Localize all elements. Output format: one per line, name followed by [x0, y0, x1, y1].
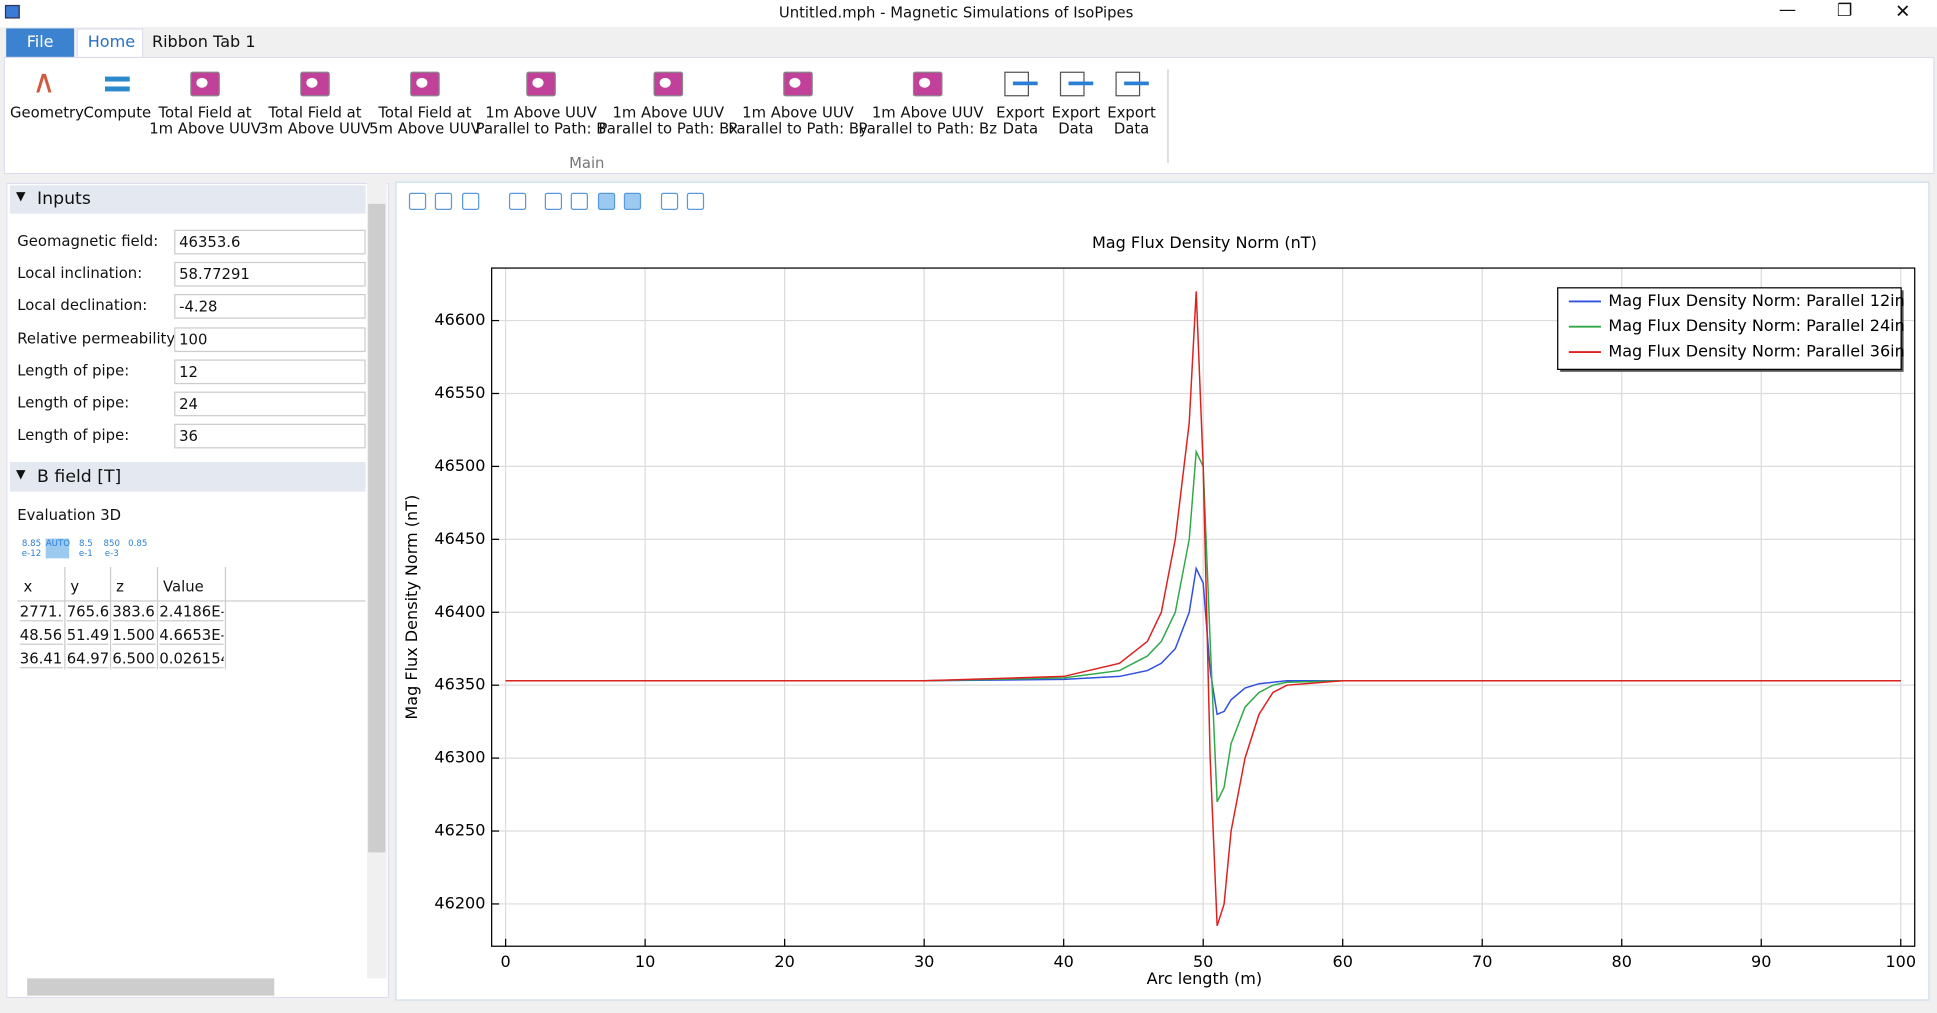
x-tick-label: 10: [635, 952, 655, 971]
y-axis-label: Mag Flux Density Norm (nT): [402, 495, 421, 720]
legend-label: Mag Flux Density Norm: Parallel 12in: [1608, 291, 1904, 310]
y-tick-label: 46500: [434, 456, 485, 475]
x-tick-label: 50: [1193, 952, 1213, 971]
x-tick-label: 20: [774, 952, 794, 971]
y-tick-label: 46550: [434, 383, 485, 402]
legend-label: Mag Flux Density Norm: Parallel 24in: [1608, 316, 1904, 335]
y-tick-label: 46300: [434, 748, 485, 767]
x-tick-label: 60: [1332, 952, 1352, 971]
x-tick-label: 80: [1612, 952, 1632, 971]
x-tick-label: 30: [914, 952, 934, 971]
y-tick-label: 46450: [434, 529, 485, 548]
x-tick-label: 90: [1751, 952, 1771, 971]
y-tick-label: 46250: [434, 821, 485, 840]
x-tick-label: 70: [1472, 952, 1492, 971]
x-tick-label: 100: [1885, 952, 1916, 971]
x-axis-label: Arc length (m): [1147, 969, 1263, 988]
y-tick-label: 46600: [434, 310, 485, 329]
y-tick-label: 46200: [434, 893, 485, 912]
x-tick-label: 40: [1053, 952, 1073, 971]
chart-title: Mag Flux Density Norm (nT): [1092, 233, 1317, 252]
y-tick-label: 46350: [434, 675, 485, 694]
y-tick-label: 46400: [434, 602, 485, 621]
legend-label: Mag Flux Density Norm: Parallel 36in: [1608, 342, 1904, 361]
x-tick-label: 0: [500, 952, 510, 971]
